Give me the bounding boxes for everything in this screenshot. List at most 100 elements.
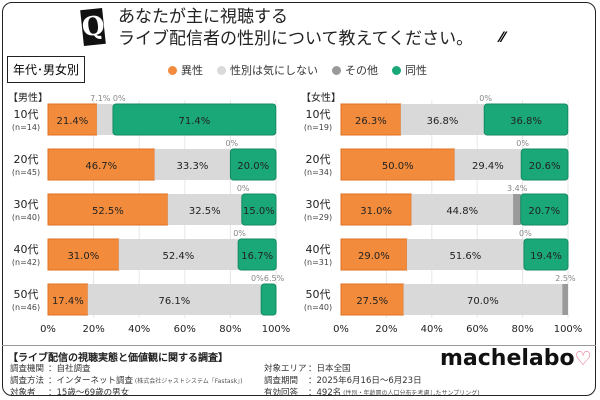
category-label: 50代 xyxy=(306,288,331,301)
sample-size-label: (n=40) xyxy=(12,213,40,222)
stacked-bar-charts: 【男性】 0% 20% 40% 60% 80% 100% 10代 (n=14) 21.4% 71.4… xyxy=(8,91,583,335)
survey-info-row: 有効回答 ：492名 (性別・年齢層の人口分布を考慮したサンプリング) xyxy=(264,388,480,398)
bar-segment xyxy=(87,284,262,315)
data-label: 21.4% xyxy=(57,116,89,127)
x-tick-label: 60% xyxy=(466,324,488,335)
category-label: 20代 xyxy=(306,153,331,166)
data-label: 51.6% xyxy=(450,251,482,262)
bar-segment xyxy=(47,148,155,181)
data-label-above: 0% xyxy=(237,184,250,193)
bar-segment xyxy=(406,239,524,270)
data-label: 31.0% xyxy=(67,251,99,262)
bar-segment xyxy=(118,239,239,270)
bar-segment xyxy=(411,194,514,225)
question-title: あなたが主に視聴する ライブ配信者の性別について教えてください。 xyxy=(118,6,473,50)
category-label: 30代 xyxy=(14,198,39,211)
data-label: 52.5% xyxy=(92,206,124,217)
bar-segment xyxy=(47,193,169,226)
survey-info-row: 調査機関 ：自社調査 xyxy=(10,364,91,374)
bar-segment xyxy=(340,283,404,316)
category-label: 40代 xyxy=(306,243,331,256)
bar-segment xyxy=(513,194,521,225)
data-label: 29.0% xyxy=(358,251,390,262)
x-tick-label: 20% xyxy=(375,324,397,335)
segment-tag: 年代･男女別 xyxy=(7,56,86,83)
sample-size-label: (n=19) xyxy=(304,123,332,132)
data-label: 29.4% xyxy=(472,161,504,172)
bar-segment xyxy=(340,193,412,226)
bar-segment xyxy=(96,104,113,135)
bar-segment xyxy=(112,103,277,136)
bar-segment xyxy=(229,148,277,181)
sample-size-label: (n=46) xyxy=(12,303,40,312)
x-tick-label: 40% xyxy=(128,324,150,335)
title-line-2: ライブ配信者の性別について教えてください。 xyxy=(118,29,474,49)
bar-segment xyxy=(454,149,522,180)
x-tick-label: 40% xyxy=(421,324,443,335)
data-label: 36.8% xyxy=(427,116,459,127)
sample-size-label: (n=29) xyxy=(304,213,332,222)
sample-size-label: (n=34) xyxy=(304,168,332,177)
x-tick-label: 20% xyxy=(82,324,104,335)
x-tick-label: 80% xyxy=(511,324,533,335)
data-label: 27.5% xyxy=(356,296,388,307)
survey-info-row: 調査方法 ：インターネット調査 (株式会社ジャストシステム「Fastask」) xyxy=(10,376,243,386)
x-tick-label: 0% xyxy=(333,324,349,335)
emphasis-marks-icon: ⁄⁄ xyxy=(500,30,505,46)
data-label: 20.6% xyxy=(529,161,561,172)
data-label: 31.0% xyxy=(360,206,392,217)
title-line-1: あなたが主に視聴する xyxy=(118,7,288,27)
survey-heading: 【ライブ配信の視聴実態と価値観に関する調査】 xyxy=(8,353,228,364)
data-label-above: 0% xyxy=(519,229,532,238)
survey-info-row: 対象エリア：日本全国 xyxy=(264,364,351,374)
data-label: 15.0% xyxy=(243,206,275,217)
data-label-above: 0% xyxy=(233,229,246,238)
survey-info-row: 対象者 ：15歳～69歳の男女 xyxy=(10,388,130,398)
panel-title: 【女性】 xyxy=(301,91,341,104)
bar-segment xyxy=(260,283,277,316)
bar-segment xyxy=(340,148,455,181)
category-label: 20代 xyxy=(14,153,39,166)
x-tick-label: 80% xyxy=(219,324,241,335)
data-label-above: 0% xyxy=(516,139,529,148)
x-tick-label: 60% xyxy=(174,324,196,335)
bar-segment xyxy=(47,283,89,316)
data-label-above: 0% xyxy=(113,94,126,103)
data-label-above: 0% xyxy=(225,139,238,148)
bar-segment xyxy=(167,194,242,225)
data-label: 17.4% xyxy=(52,296,84,307)
panel-title: 【男性】 xyxy=(8,91,48,104)
data-label: 32.5% xyxy=(189,206,221,217)
data-label: 26.3% xyxy=(355,116,387,127)
category-label: 30代 xyxy=(306,198,331,211)
category-label: 50代 xyxy=(14,288,39,301)
sample-size-label: (n=14) xyxy=(12,123,40,132)
bar-segment xyxy=(340,103,402,136)
heart-icon: ♡ xyxy=(574,348,592,370)
bar-segment xyxy=(483,103,569,136)
machelabo-logo: machelabo♡ xyxy=(440,346,592,371)
sample-size-label: (n=40) xyxy=(304,303,332,312)
data-label-above: 0% xyxy=(479,94,492,103)
data-label: 44.8% xyxy=(446,206,478,217)
legend-item-hetero: 異性 xyxy=(168,62,203,78)
bar-segment xyxy=(520,193,569,226)
x-tick-label: 0% xyxy=(40,324,56,335)
data-label: 52.4% xyxy=(163,251,195,262)
x-tick-label: 100% xyxy=(554,324,583,335)
category-label: 40代 xyxy=(14,243,39,256)
bar-segment xyxy=(403,284,563,315)
data-label-above: 2.5% xyxy=(555,274,576,283)
legend-item-other: その他 xyxy=(332,62,378,78)
data-label: 76.1% xyxy=(159,296,191,307)
data-label-above: 6.5% xyxy=(264,274,285,283)
data-label-above: 0% xyxy=(251,274,264,283)
data-label-above: 3.4% xyxy=(507,184,528,193)
bar-segment xyxy=(520,148,569,181)
footer-divider xyxy=(2,345,596,346)
data-label-above: 7.1% xyxy=(90,94,111,103)
legend: 異性 性別は気にしない その他 同性 xyxy=(168,62,427,78)
sample-size-label: (n=45) xyxy=(12,168,40,177)
sample-size-label: (n=42) xyxy=(12,258,40,267)
data-label: 36.8% xyxy=(510,116,542,127)
